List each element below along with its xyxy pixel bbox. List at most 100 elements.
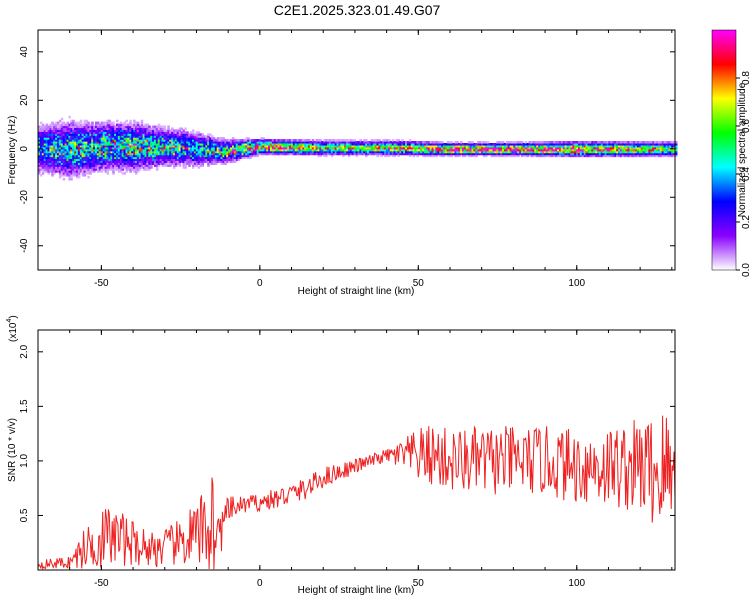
spectrogram-cell <box>370 143 374 146</box>
spectrogram-cell <box>235 158 239 162</box>
spectrogram-cell <box>433 152 436 156</box>
spectrogram-cell <box>572 144 575 148</box>
spectrogram-cell <box>76 156 79 160</box>
spectrogram-cell <box>439 152 442 156</box>
spectrogram-cell <box>38 133 41 136</box>
spectrogram-cell <box>671 150 674 154</box>
spectrogram-cell <box>618 154 621 158</box>
spectrogram-cell <box>57 127 60 131</box>
spectrogram-cell <box>70 164 73 167</box>
spectrogram-cell <box>77 156 81 160</box>
spectrogram-cell <box>182 133 185 136</box>
spectrogram-cell <box>178 154 182 158</box>
spectrogram-cell <box>173 139 176 142</box>
spectrogram-cell <box>661 144 665 148</box>
spectrogram-cell <box>258 146 262 150</box>
spectrogram-cell <box>138 143 142 146</box>
spectrogram-cell <box>83 150 87 154</box>
spectrogram-cell <box>644 146 648 150</box>
spectrogram-cell <box>199 148 203 152</box>
spectrogram-cell <box>498 143 501 146</box>
spectrogram-cell <box>509 143 513 146</box>
spectrogram-cell <box>72 154 75 158</box>
spectrogram-cell <box>125 152 128 156</box>
spectrogram-cell <box>669 146 672 150</box>
spectrogram-cell <box>346 143 349 146</box>
spectrogram-cell <box>275 146 279 150</box>
spectrogram-cell <box>146 160 149 163</box>
spectrogram-cell <box>38 160 41 163</box>
spectrogram-cell <box>559 148 562 152</box>
spectrogram-cell <box>387 154 391 158</box>
spectrogram-cell <box>68 141 71 144</box>
spectrogram-cell <box>72 125 75 129</box>
spectrogram-cell <box>351 144 355 148</box>
spectrogram-cell <box>530 148 533 152</box>
spectrogram-cell <box>41 139 45 142</box>
spectrogram-cell <box>190 144 193 148</box>
spectrogram-cell <box>93 152 96 156</box>
spectrogram-cell <box>112 170 115 173</box>
spectrogram-cell <box>190 143 193 146</box>
spectrogram-cell <box>60 150 64 154</box>
spectrogram-cell <box>618 141 621 144</box>
spectrogram-cell <box>39 168 43 171</box>
spectrogram-cell <box>581 146 585 150</box>
spectrogram-cell <box>376 150 379 154</box>
spectrogram-cell <box>207 133 210 136</box>
spectrogram-cell <box>114 148 117 152</box>
spectrogram-cell <box>247 143 250 146</box>
spectrogram-cell <box>62 127 66 131</box>
spectrogram-cell <box>547 148 551 152</box>
spectrogram-cell <box>192 133 195 136</box>
spectrogram-cell <box>260 152 263 156</box>
spectrogram-cell <box>55 127 58 131</box>
spectrogram-cell <box>157 160 161 163</box>
spectrogram-cell <box>258 139 262 142</box>
spectrogram-cell <box>197 154 201 158</box>
spectrogram-cell <box>108 137 111 140</box>
spectrogram-cell <box>384 139 387 142</box>
spectrogram-cell <box>180 139 184 142</box>
spectrogram-cell <box>462 144 465 148</box>
spectrogram-cell <box>89 139 92 142</box>
spectrogram-cell <box>393 141 397 144</box>
spectrogram-cell <box>220 144 223 148</box>
spectrogram-cell <box>155 125 159 129</box>
spectrogram-cell <box>330 150 334 154</box>
spectrogram-cell <box>496 143 499 146</box>
spectrogram-cell <box>47 127 50 131</box>
spectrogram-cell <box>294 146 298 150</box>
spectrogram-cell <box>176 139 180 142</box>
spectrogram-cell <box>186 156 189 160</box>
spectrogram-cell <box>131 158 134 162</box>
spectrogram-cell <box>89 125 92 129</box>
spectrogram-cell <box>193 154 197 158</box>
spectrogram-cell <box>359 150 362 154</box>
spectrogram-cell <box>578 152 581 156</box>
spectrogram-cell <box>144 129 147 132</box>
spectrogram-cell <box>53 148 56 152</box>
spectrogram-cell <box>237 156 241 160</box>
spectrogram-cell <box>254 150 258 154</box>
spectrogram-cell <box>386 144 389 148</box>
spectrogram-cell <box>450 148 454 152</box>
spectrogram-cell <box>43 146 47 150</box>
spectrogram-cell <box>656 152 659 156</box>
spectrogram-cell <box>631 144 634 148</box>
spectrogram-cell <box>387 152 391 156</box>
spectrogram-cell <box>591 154 594 158</box>
spectrogram-cell <box>146 156 149 160</box>
spectrogram-cell <box>214 139 218 142</box>
spectrogram-cell <box>51 141 54 144</box>
spectrogram-cell <box>192 160 195 163</box>
spectrogram-cell <box>370 150 374 154</box>
spectrogram-cell <box>83 148 87 152</box>
spectrogram-cell <box>216 158 220 162</box>
spectrogram-cell <box>346 139 349 142</box>
spectrogram-cell <box>399 152 402 156</box>
spectrogram-cell <box>182 164 185 167</box>
spectrogram-cell <box>304 139 307 142</box>
spectrogram-cell <box>55 121 58 125</box>
spectrogram-cell <box>70 170 73 173</box>
